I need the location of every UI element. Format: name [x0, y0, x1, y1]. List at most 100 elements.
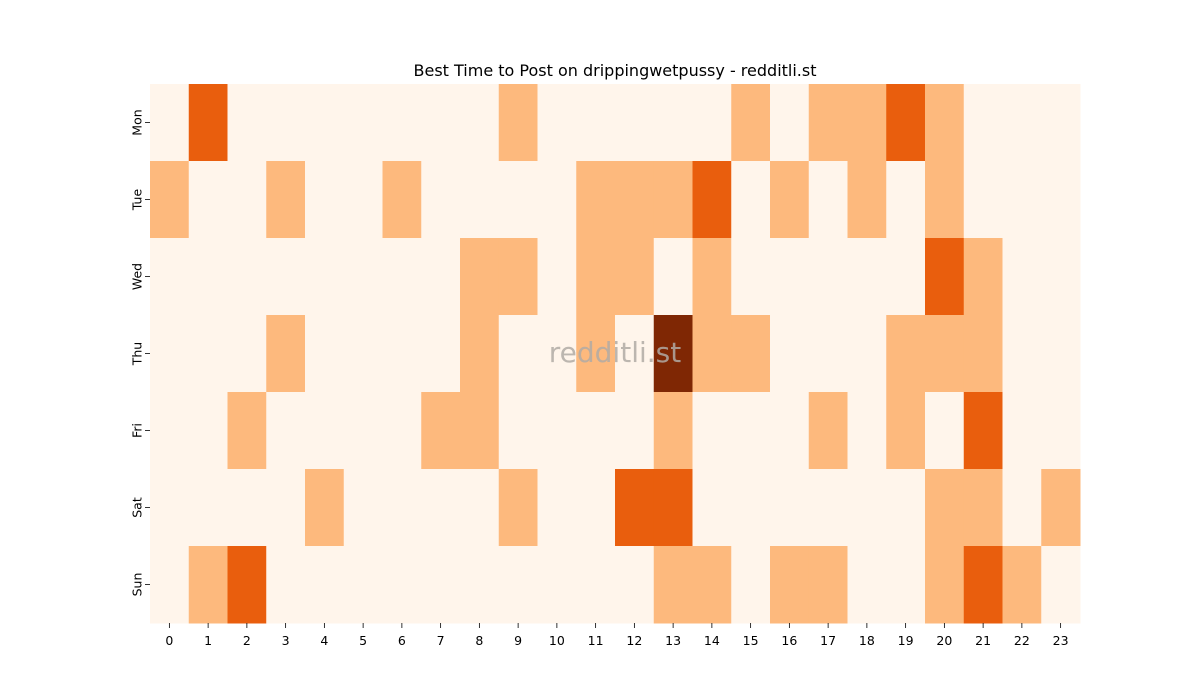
heatmap-cell-sat-10	[537, 469, 577, 547]
heatmap-cell-sun-11	[576, 546, 616, 624]
heatmap-cell-tue-21	[963, 161, 1003, 239]
heatmap-cell-thu-6	[382, 315, 422, 393]
x-tick-label: 21	[975, 633, 991, 648]
heatmap-cell-sun-12	[615, 546, 655, 624]
heatmap-cell-sun-14	[692, 546, 732, 624]
heatmap-cell-fri-19	[886, 392, 926, 470]
heatmap-cell-thu-18	[847, 315, 887, 393]
heatmap-cell-sun-18	[847, 546, 887, 624]
x-tick-label: 14	[704, 633, 720, 648]
heatmap-cell-wed-3	[266, 238, 306, 316]
heatmap-cell-tue-7	[421, 161, 461, 239]
heatmap-cell-fri-0	[150, 392, 190, 470]
x-tick-label: 23	[1053, 633, 1069, 648]
heatmap-cell-wed-12	[615, 238, 655, 316]
heatmap-cell-tue-8	[460, 161, 500, 239]
y-tick-label: Tue	[130, 189, 145, 212]
heatmap-cell-sun-4	[305, 546, 345, 624]
x-tick-label: 16	[781, 633, 797, 648]
heatmap-cell-sat-11	[576, 469, 616, 547]
x-tick-label: 15	[743, 633, 759, 648]
heatmap-cell-mon-5	[343, 84, 383, 162]
heatmap-cell-sun-5	[343, 546, 383, 624]
heatmap-cell-tue-2	[227, 161, 267, 239]
heatmap-cell-wed-11	[576, 238, 616, 316]
heatmap-cell-tue-6	[382, 161, 422, 239]
heatmap-cell-mon-6	[382, 84, 422, 162]
heatmap-cell-sat-9	[498, 469, 538, 547]
y-axis: Mon Tue Wed Thu Fri Sat Sun	[130, 109, 150, 596]
heatmap-cell-mon-14	[692, 84, 732, 162]
heatmap-cell-sat-8	[460, 469, 500, 547]
heatmap-cell-wed-10	[537, 238, 577, 316]
y-tick-label: Sat	[130, 497, 145, 518]
heatmap-cell-sun-19	[886, 546, 926, 624]
y-tick-label: Mon	[130, 109, 145, 135]
heatmap-cell-mon-2	[227, 84, 267, 162]
x-tick-label: 8	[475, 633, 483, 648]
heatmap-cell-wed-6	[382, 238, 422, 316]
heatmap-cell-tue-10	[537, 161, 577, 239]
heatmap-cell-wed-17	[808, 238, 848, 316]
heatmap-cell-mon-18	[847, 84, 887, 162]
x-tick-label: 2	[243, 633, 251, 648]
x-tick-label: 4	[320, 633, 328, 648]
heatmap-cell-tue-13	[653, 161, 693, 239]
heatmap-cell-mon-11	[576, 84, 616, 162]
heatmap-cell-tue-0	[150, 161, 190, 239]
heatmap-cell-thu-11	[576, 315, 616, 393]
heatmap-cell-thu-17	[808, 315, 848, 393]
heatmap-cell-wed-9	[498, 238, 538, 316]
heatmap-cell-tue-3	[266, 161, 306, 239]
heatmap-cell-thu-9	[498, 315, 538, 393]
x-tick-label: 20	[936, 633, 952, 648]
heatmap-cell-fri-1	[188, 392, 228, 470]
heatmap-cell-thu-10	[537, 315, 577, 393]
heatmap-cell-thu-21	[963, 315, 1003, 393]
heatmap-cell-wed-2	[227, 238, 267, 316]
heatmap-cell-mon-1	[188, 84, 228, 162]
heatmap-cell-fri-12	[615, 392, 655, 470]
heatmap-cell-sun-6	[382, 546, 422, 624]
heatmap-cell-wed-5	[343, 238, 383, 316]
x-tick-label: 17	[820, 633, 836, 648]
heatmap-cell-sat-4	[305, 469, 345, 547]
heatmap-cell-sat-17	[808, 469, 848, 547]
heatmap-cell-fri-3	[266, 392, 306, 470]
heatmap-cell-sat-21	[963, 469, 1003, 547]
heatmap-cell-sun-13	[653, 546, 693, 624]
heatmap-cell-fri-5	[343, 392, 383, 470]
heatmap-cell-fri-9	[498, 392, 538, 470]
heatmap-cell-fri-4	[305, 392, 345, 470]
x-tick-label: 7	[437, 633, 445, 648]
heatmap-cell-sat-15	[731, 469, 771, 547]
heatmap-cell-wed-1	[188, 238, 228, 316]
heatmap-cell-wed-7	[421, 238, 461, 316]
heatmap-cell-thu-15	[731, 315, 771, 393]
heatmap-cell-thu-23	[1041, 315, 1081, 393]
heatmap-cell-wed-13	[653, 238, 693, 316]
heatmap-cell-sat-18	[847, 469, 887, 547]
heatmap-cell-tue-4	[305, 161, 345, 239]
heatmap-cell-tue-18	[847, 161, 887, 239]
heatmap-cell-wed-0	[150, 238, 190, 316]
heatmap-cell-thu-4	[305, 315, 345, 393]
x-tick-label: 19	[898, 633, 914, 648]
heatmap-cell-thu-12	[615, 315, 655, 393]
heatmap-cell-sun-22	[1002, 546, 1042, 624]
x-axis: 0 1 2 3 4 5 6 7 8 9 10 11 12 13 14 15 16 17 18 19 20 21 22 23	[165, 623, 1069, 648]
heatmap-cell-sun-9	[498, 546, 538, 624]
heatmap-cell-mon-23	[1041, 84, 1081, 162]
heatmap-cell-fri-10	[537, 392, 577, 470]
heatmap-cell-fri-14	[692, 392, 732, 470]
heatmap-cell-mon-20	[925, 84, 965, 162]
heatmap-cell-mon-13	[653, 84, 693, 162]
heatmap-cell-sun-2	[227, 546, 267, 624]
heatmap-cell-thu-8	[460, 315, 500, 393]
heatmap-cell-fri-22	[1002, 392, 1042, 470]
heatmap-cell-mon-9	[498, 84, 538, 162]
heatmap-cell-thu-5	[343, 315, 383, 393]
heatmap-cell-sun-7	[421, 546, 461, 624]
heatmap-cell-thu-3	[266, 315, 306, 393]
